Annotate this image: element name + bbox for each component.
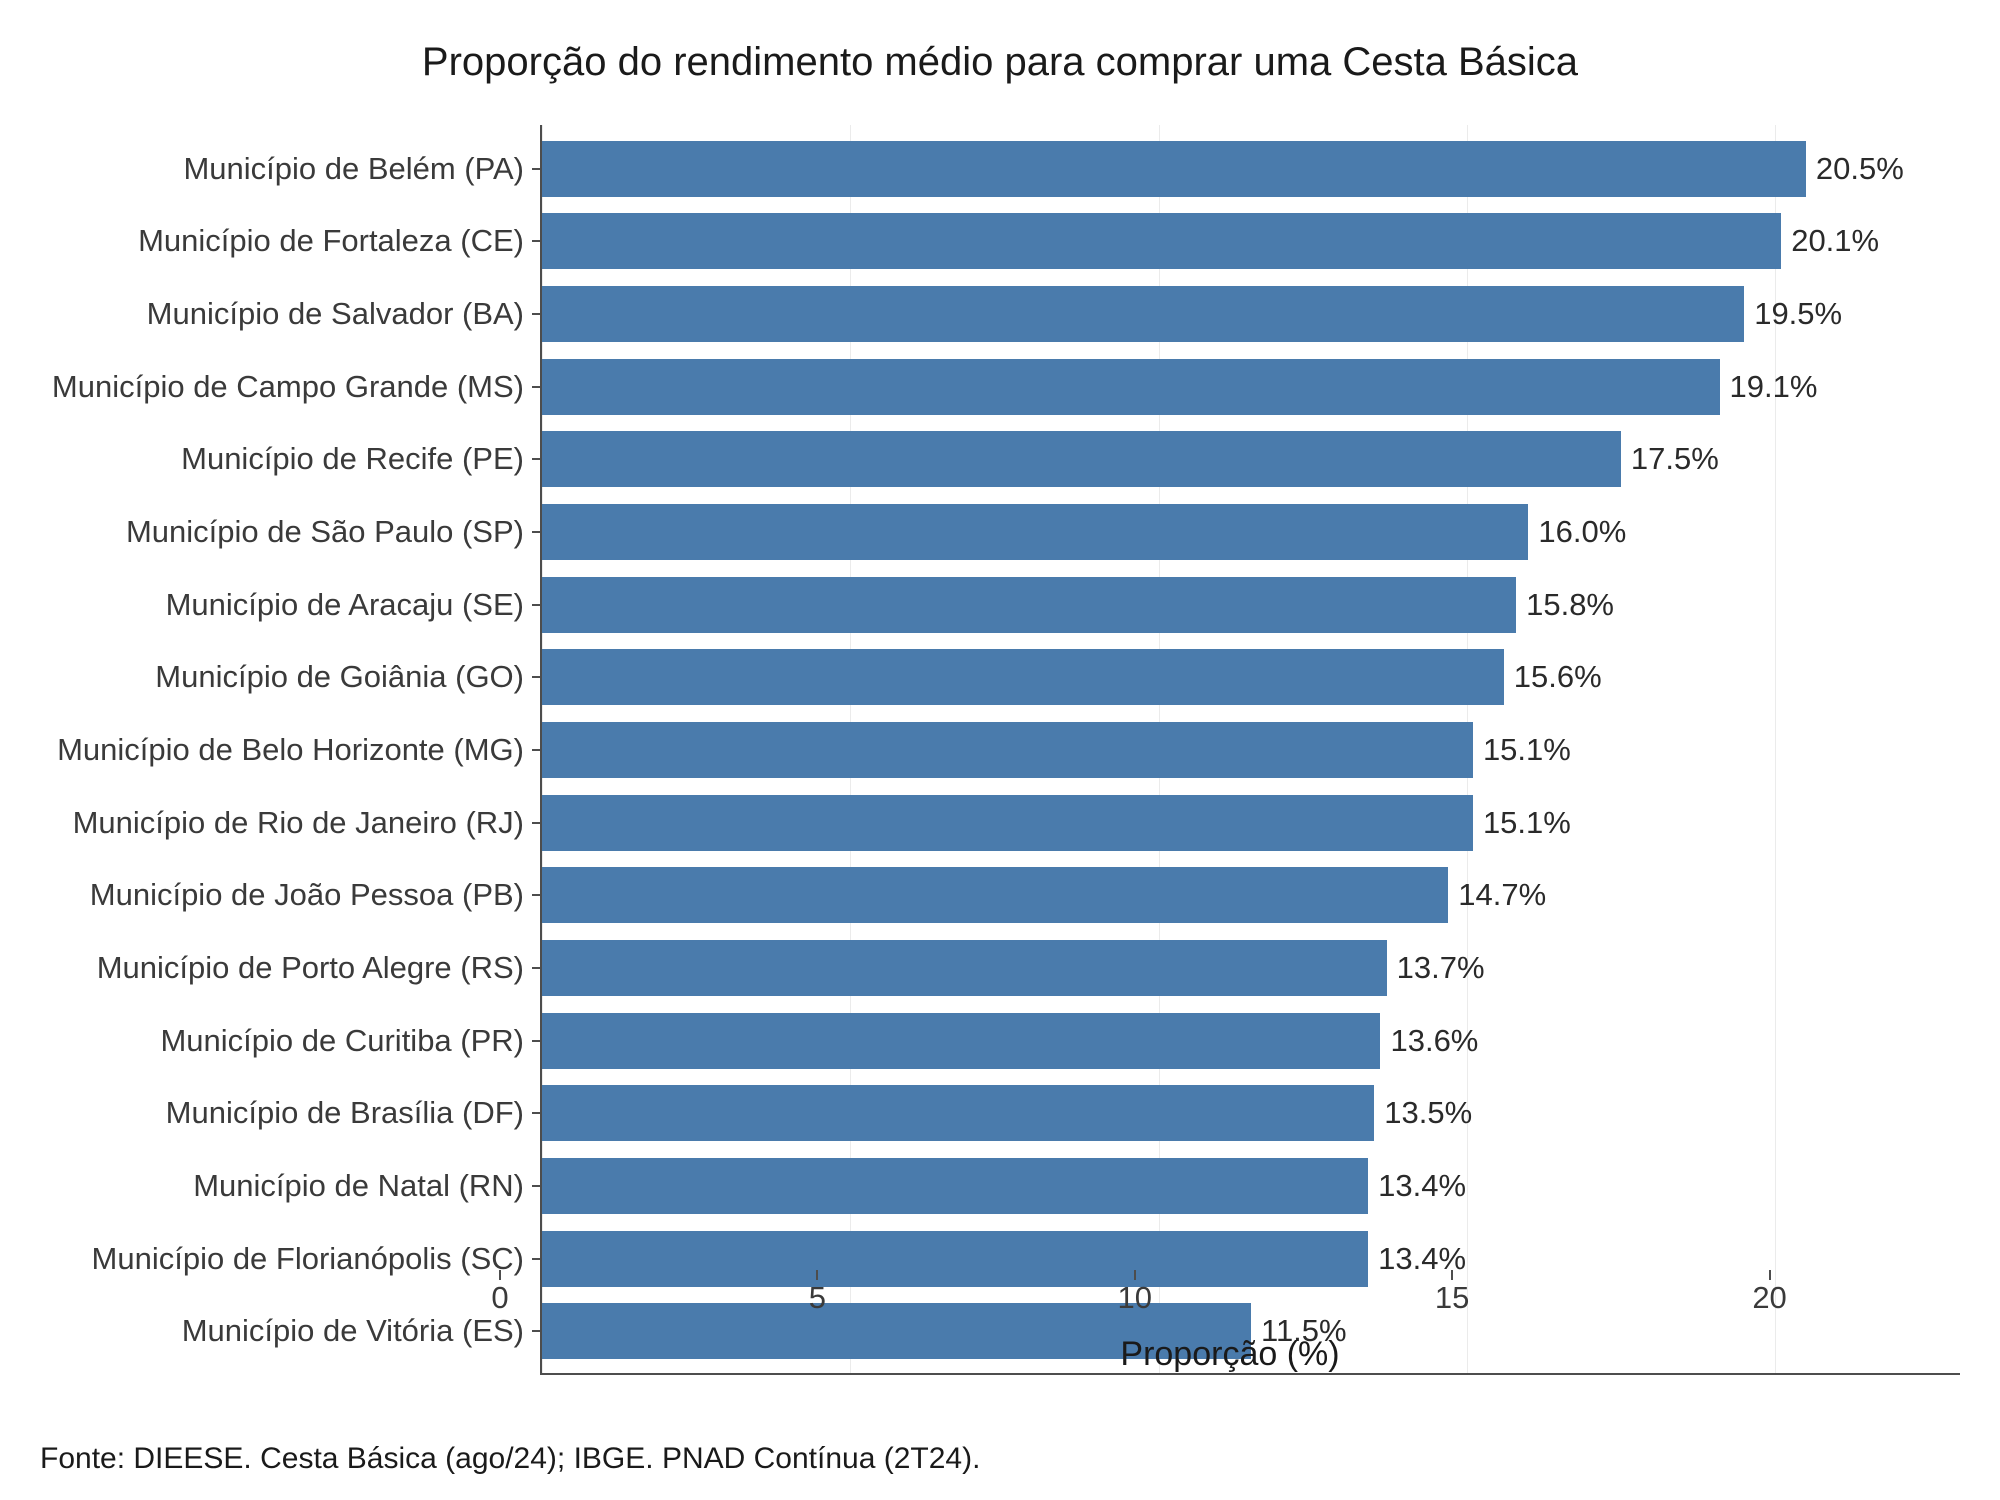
bar: 13.5% bbox=[542, 1085, 1374, 1141]
bar-value-label: 19.1% bbox=[1730, 369, 1818, 405]
plot-area: 20.5% 20.1% 19.5% 19.1% 17.5% 16.0% 15.8% 15.6%… bbox=[540, 125, 1960, 1375]
y-tick-mark bbox=[532, 386, 542, 388]
plot: Município de Belém (PA) Município de Fort… bbox=[40, 125, 1960, 1375]
y-tick-label: Município de Natal (RN) bbox=[193, 1168, 524, 1204]
bar: 20.5% bbox=[542, 141, 1806, 197]
bar-value-label: 15.8% bbox=[1526, 587, 1614, 623]
y-tick-label: Município de Belém (PA) bbox=[183, 151, 524, 187]
y-tick-mark bbox=[532, 1112, 542, 1114]
y-tick-mark bbox=[532, 1040, 542, 1042]
bar: 15.1% bbox=[542, 722, 1473, 778]
bar-value-label: 13.6% bbox=[1390, 1023, 1478, 1059]
y-tick-mark bbox=[532, 313, 542, 315]
y-tick-label: Município de João Pessoa (PB) bbox=[90, 877, 524, 913]
y-axis: Município de Belém (PA) Município de Fort… bbox=[40, 125, 540, 1375]
bar: 19.5% bbox=[542, 286, 1744, 342]
y-tick-label: Município de Porto Alegre (RS) bbox=[97, 950, 524, 986]
bar: 13.4% bbox=[542, 1158, 1368, 1214]
y-tick-label: Município de Aracaju (SE) bbox=[166, 587, 524, 623]
x-tick-label: 0 bbox=[491, 1280, 508, 1316]
bar-value-label: 13.7% bbox=[1397, 950, 1485, 986]
bar: 13.6% bbox=[542, 1013, 1380, 1069]
bar-value-label: 14.7% bbox=[1458, 877, 1546, 913]
y-tick-label: Município de Fortaleza (CE) bbox=[138, 223, 524, 259]
x-tick-label: 15 bbox=[1435, 1280, 1469, 1316]
y-tick-mark bbox=[532, 604, 542, 606]
bar-value-label: 13.5% bbox=[1384, 1095, 1472, 1131]
bar-value-label: 20.1% bbox=[1791, 223, 1879, 259]
bar-value-label: 20.5% bbox=[1816, 151, 1904, 187]
bar: 13.7% bbox=[542, 940, 1387, 996]
x-tick-mark bbox=[1451, 1270, 1453, 1280]
y-tick-label: Município de Recife (PE) bbox=[181, 441, 524, 477]
y-tick-label: Município de Florianópolis (SC) bbox=[92, 1241, 524, 1277]
y-tick-label: Município de Brasília (DF) bbox=[166, 1095, 524, 1131]
bar-value-label: 15.1% bbox=[1483, 805, 1571, 841]
x-tick-label: 20 bbox=[1752, 1280, 1786, 1316]
x-tick-mark bbox=[816, 1270, 818, 1280]
bar-value-label: 13.4% bbox=[1378, 1168, 1466, 1204]
bar-value-label: 19.5% bbox=[1754, 296, 1842, 332]
x-tick-label: 5 bbox=[809, 1280, 826, 1316]
y-tick-label: Município de Goiânia (GO) bbox=[155, 659, 524, 695]
x-tick-mark bbox=[1134, 1270, 1136, 1280]
y-tick-mark bbox=[532, 967, 542, 969]
y-tick-mark bbox=[532, 822, 542, 824]
bar: 20.1% bbox=[542, 213, 1781, 269]
bar: 16.0% bbox=[542, 504, 1528, 560]
y-tick-label: Município de Curitiba (PR) bbox=[160, 1023, 524, 1059]
y-tick-label: Município de Campo Grande (MS) bbox=[52, 369, 524, 405]
y-tick-mark bbox=[532, 531, 542, 533]
y-tick-label: Município de São Paulo (SP) bbox=[126, 514, 524, 550]
x-tick-mark bbox=[499, 1270, 501, 1280]
y-tick-mark bbox=[532, 676, 542, 678]
y-tick-label: Município de Rio de Janeiro (RJ) bbox=[73, 805, 524, 841]
y-tick-mark bbox=[532, 240, 542, 242]
y-tick-mark bbox=[532, 1185, 542, 1187]
y-tick-mark bbox=[532, 894, 542, 896]
y-tick-mark bbox=[532, 168, 542, 170]
x-tick-mark bbox=[1769, 1270, 1771, 1280]
bar: 14.7% bbox=[542, 867, 1448, 923]
x-axis-ticks: 05101520 bbox=[500, 1280, 1960, 1330]
y-tick-label: Município de Belo Horizonte (MG) bbox=[57, 732, 524, 768]
bar: 19.1% bbox=[542, 359, 1720, 415]
y-tick-mark bbox=[532, 458, 542, 460]
chart-container: Proporção do rendimento médio para compr… bbox=[0, 0, 2000, 1500]
bar-value-label: 16.0% bbox=[1538, 514, 1626, 550]
x-tick-label: 10 bbox=[1118, 1280, 1152, 1316]
y-tick-mark bbox=[532, 1330, 542, 1332]
y-tick-label: Município de Salvador (BA) bbox=[147, 296, 524, 332]
chart-title: Proporção do rendimento médio para compr… bbox=[40, 40, 1960, 85]
y-tick-mark bbox=[532, 749, 542, 751]
bar: 15.8% bbox=[542, 577, 1516, 633]
bar: 13.4% bbox=[542, 1231, 1368, 1287]
bar: 15.6% bbox=[542, 649, 1504, 705]
bar: 15.1% bbox=[542, 795, 1473, 851]
source-note: Fonte: DIEESE. Cesta Básica (ago/24); IB… bbox=[40, 1442, 980, 1476]
bar-value-label: 15.1% bbox=[1483, 732, 1571, 768]
y-tick-mark bbox=[532, 1258, 542, 1260]
bar-value-label: 17.5% bbox=[1631, 441, 1719, 477]
x-axis-title: Proporção (%) bbox=[500, 1335, 1960, 1374]
bar: 17.5% bbox=[542, 431, 1621, 487]
y-tick-label: Município de Vitória (ES) bbox=[182, 1313, 524, 1349]
bar-value-label: 15.6% bbox=[1514, 659, 1602, 695]
